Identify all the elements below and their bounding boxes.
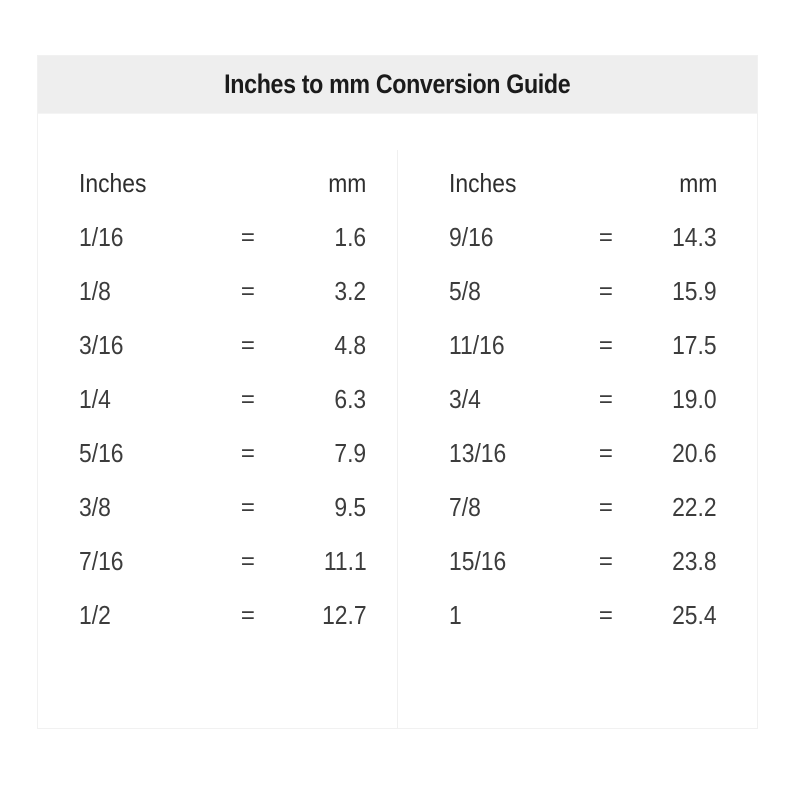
cell-equals: = [598,494,613,521]
cell-inches: 1/16 [79,222,124,252]
cell-inches: 13/16 [448,438,506,468]
cell-mm: 9.5 [334,492,367,522]
table-row: 1/2 = 12.7 [79,574,367,628]
card-body: Inches mm 1/16 = 1.6 [38,114,757,729]
column-header-equals-spacer [585,150,627,196]
table-header-row: Inches mm [449,150,718,196]
cell-inches: 1/8 [79,276,111,306]
conversion-table-right: Inches mm 9/16 = 14.3 [449,150,718,628]
table-row: 7/16 = 11.1 [79,520,367,574]
cell-equals: = [598,440,613,467]
card-header: Inches to mm Conversion Guide [38,56,757,114]
cell-inches: 11/16 [448,330,505,360]
cell-equals: = [598,332,613,359]
table-row: 1/4 = 6.3 [79,358,367,412]
cell-mm: 7.9 [334,438,367,468]
cell-inches: 9/16 [448,222,494,252]
conversion-column-right: Inches mm 9/16 = 14.3 [398,150,758,729]
table-header-row: Inches mm [79,150,367,196]
column-header-inches: Inches [448,168,516,198]
cell-equals: = [598,224,613,251]
cell-mm: 22.2 [672,492,717,522]
cell-inches: 5/16 [79,438,124,468]
cell-inches: 3/4 [448,384,481,414]
cell-mm: 12.7 [321,600,367,630]
table-row: 11/16 = 17.5 [449,304,718,358]
cell-mm: 3.2 [334,276,367,306]
cell-equals: = [240,440,255,467]
table-head: Inches mm [79,150,367,196]
table-row: 1/16 = 1.6 [79,196,367,250]
cell-mm: 15.9 [672,276,717,306]
table-row: 1 = 25.4 [449,574,718,628]
cell-equals: = [240,278,255,305]
cell-mm: 19.0 [672,384,717,414]
cell-equals: = [240,332,255,359]
cell-equals: = [240,494,255,521]
table-body: 9/16 = 14.3 5/8 = 15.9 11/16 = 17.5 [449,196,718,628]
column-header-mm: mm [678,168,717,198]
column-header-mm: mm [328,168,367,198]
cell-equals: = [598,548,613,575]
table-row: 5/16 = 7.9 [79,412,367,466]
column-header-inches: Inches [79,168,147,198]
cell-inches: 1 [448,600,462,630]
table-row: 3/4 = 19.0 [449,358,718,412]
conversion-table-left: Inches mm 1/16 = 1.6 [79,150,367,628]
cell-inches: 1/2 [79,600,111,630]
cell-mm: 20.6 [672,438,717,468]
cell-inches: 7/16 [79,546,124,576]
cell-mm: 17.5 [672,330,717,360]
cell-inches: 3/16 [79,330,124,360]
conversion-column-left: Inches mm 1/16 = 1.6 [38,150,398,729]
cell-inches: 1/4 [79,384,111,414]
cell-mm: 23.8 [672,546,717,576]
cell-mm: 11.1 [323,546,367,576]
cell-mm: 14.3 [672,222,717,252]
table-row: 13/16 = 20.6 [449,412,718,466]
cell-equals: = [240,602,255,629]
table-row: 5/8 = 15.9 [449,250,718,304]
cell-equals: = [240,548,255,575]
page-title: Inches to mm Conversion Guide [224,69,571,99]
cell-equals: = [240,386,255,413]
cell-mm: 1.6 [334,222,367,252]
conversion-guide-card: Inches to mm Conversion Guide Inches mm [37,55,758,729]
table-row: 1/8 = 3.2 [79,250,367,304]
table-row: 15/16 = 23.8 [449,520,718,574]
table-row: 3/16 = 4.8 [79,304,367,358]
cell-mm: 6.3 [334,384,367,414]
cell-inches: 7/8 [448,492,481,522]
cell-inches: 3/8 [79,492,111,522]
cell-mm: 25.4 [672,600,717,630]
cell-inches: 15/16 [448,546,506,576]
table-row: 7/8 = 22.2 [449,466,718,520]
cell-inches: 5/8 [448,276,481,306]
table-row: 3/8 = 9.5 [79,466,367,520]
cell-equals: = [240,224,255,251]
cell-mm: 4.8 [334,330,367,360]
table-body: 1/16 = 1.6 1/8 = 3.2 3/16 = 4.8 [79,196,367,628]
table-row: 9/16 = 14.3 [449,196,718,250]
cell-equals: = [598,278,613,305]
table-head: Inches mm [449,150,718,196]
column-header-equals-spacer [227,150,269,196]
cell-equals: = [598,386,613,413]
cell-equals: = [598,602,613,629]
